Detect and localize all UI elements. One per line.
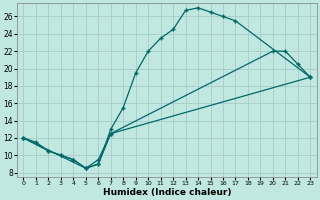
X-axis label: Humidex (Indice chaleur): Humidex (Indice chaleur) xyxy=(103,188,231,197)
